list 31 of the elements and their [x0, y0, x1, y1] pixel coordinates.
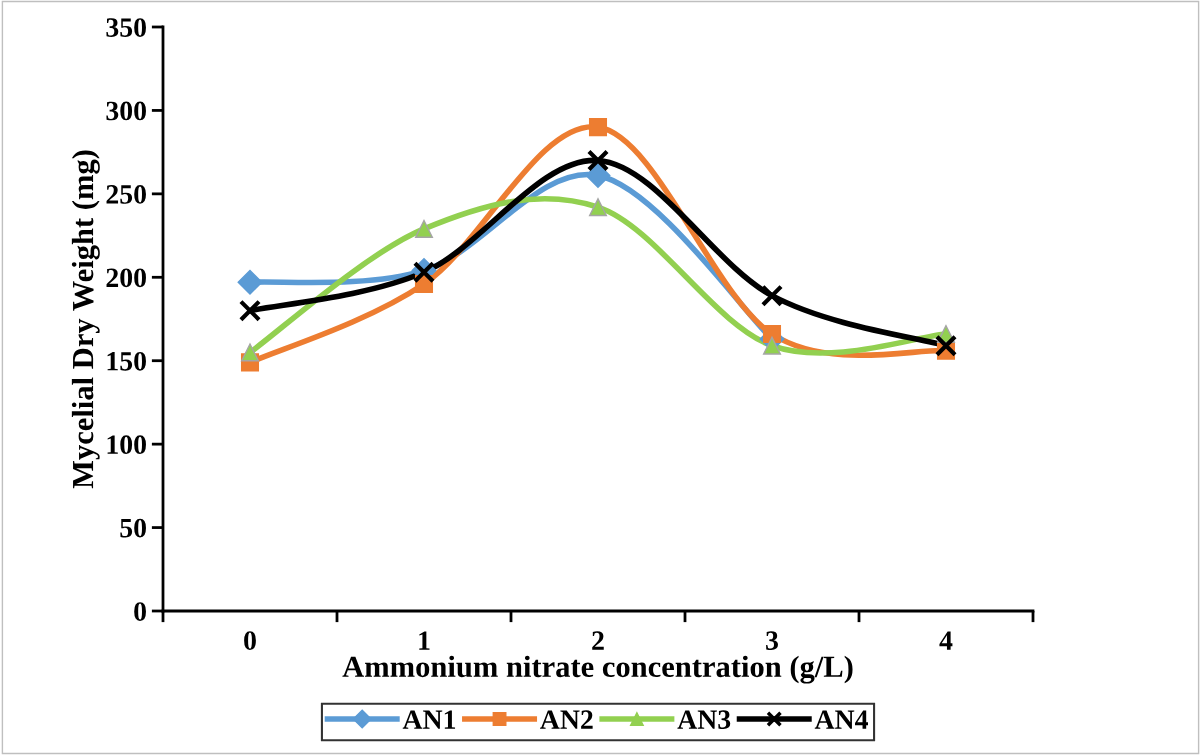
x-tick-label: 3 — [766, 631, 778, 650]
y-tick-label: 100 — [107, 435, 146, 455]
point — [586, 149, 610, 172]
point — [240, 343, 260, 362]
x-tick-label: 2 — [592, 631, 604, 650]
legend-label: AN1 — [402, 710, 456, 729]
point — [762, 324, 782, 344]
x-axis-title: Ammonium nitrate concentration (g/L) — [342, 655, 853, 684]
y-tick-label: 350 — [106, 18, 146, 37]
legend-label: AN2 — [540, 710, 593, 729]
point — [588, 198, 608, 217]
y-axis-title: Mycelial Dry Weight (mg) — [71, 150, 100, 489]
x-tick-label: 1 — [419, 631, 430, 650]
y-tick-label: 300 — [106, 101, 146, 121]
point — [237, 269, 263, 295]
legend-label: AN3 — [677, 710, 731, 729]
y-tick-label: 250 — [106, 185, 146, 204]
point — [414, 219, 434, 238]
point — [762, 336, 782, 355]
y-tick-label: 200 — [106, 268, 146, 288]
x-tick-label: 4 — [939, 631, 953, 650]
point — [760, 284, 784, 307]
y-tick-label: 50 — [120, 518, 146, 538]
x-tick-label: 0 — [244, 631, 256, 650]
y-tick-label: 150 — [107, 351, 146, 371]
point — [238, 299, 262, 322]
point — [588, 118, 608, 137]
point — [934, 334, 958, 357]
point — [585, 163, 611, 188]
y-tick-label: 0 — [134, 602, 146, 621]
legend-label: AN4 — [814, 710, 868, 729]
